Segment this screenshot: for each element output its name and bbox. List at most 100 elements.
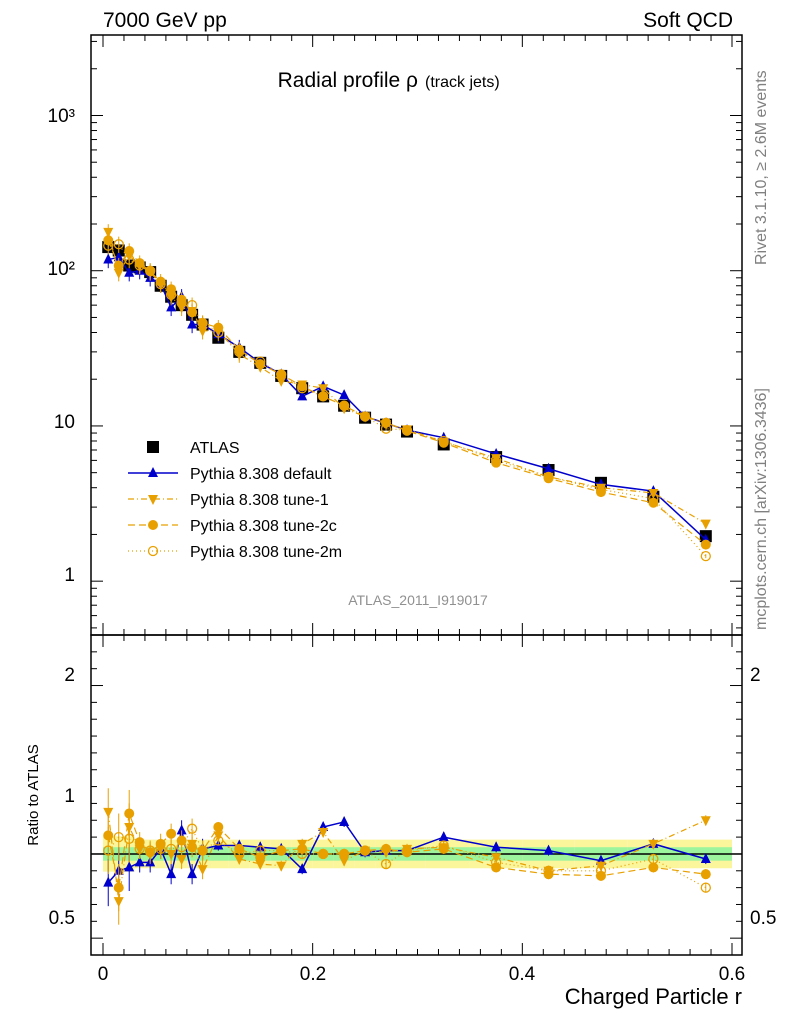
data-point-pythia-8-308-tune-2m [213,327,224,338]
x-tick-label: 0 [98,964,109,985]
ratio-point-pythia-8-308-tune-2m [165,843,177,855]
data-point-pythia-8-308-default [297,390,308,401]
main-y-tick-label: 10³ [48,106,75,127]
ratio-point-pythia-8-308-default [187,868,198,879]
ratio-point-pythia-8-308-tune-2c [648,862,659,873]
data-point-pythia-8-308-tune-2c [124,245,135,256]
ratio-y-tick-label-right: 0.5 [750,908,776,929]
data-point-pythia-8-308-tune-2m [134,260,145,271]
data-point-pythia-8-308-tune-2m [124,254,135,265]
ratio-y-tick-label-right: 2 [750,665,761,686]
data-point-pythia-8-308-tune-2m [380,423,392,434]
x-tick-label: 0.2 [300,964,326,985]
legend-label-tune-1: Pythia 8.308 tune-1 [190,492,329,509]
legend-marker-pythia-8-308-tune-1 [148,495,158,505]
ratio-point-pythia-8-308-tune-1 [255,860,266,871]
legend-label-tune-2m: Pythia 8.308 tune-2m [190,544,342,561]
ratio-point-pythia-8-308-tune-2c [124,808,135,819]
ratio-point-pythia-8-308-tune-2m [490,857,502,868]
ratio-point-pythia-8-308-default [134,856,145,867]
ratio-point-pythia-8-308-tune-2m [234,848,245,860]
ratio-point-pythia-8-308-tune-2m [113,831,124,843]
data-point-pythia-8-308-tune-2m [186,300,198,311]
ratio-point-pythia-8-308-tune-2m [438,840,449,851]
ratio-point-pythia-8-308-tune-2m [176,842,187,853]
ratio-point-pythia-8-308-default [339,815,350,826]
data-point-pythia-8-308-tune-2m [317,391,329,402]
data-point-pythia-8-308-tune-2m [113,239,124,250]
ratio-line-pythia-8-308-tune-1 [107,811,707,902]
ratio-point-pythia-8-308-tune-2m [103,845,114,856]
data-point-pythia-8-308-tune-2m [155,278,166,290]
data-point-pythia-8-308-tune-2c [491,457,502,468]
ratio-panel-frame [90,634,743,956]
data-point-pythia-8-308-tune-1 [700,519,711,530]
ratio-point-pythia-8-308-tune-2c [187,842,198,853]
ratio-point-pythia-8-308-default [166,868,177,879]
data-point-pythia-8-308-tune-2m [648,493,659,504]
data-point-pythia-8-308-default [113,251,124,262]
legend-marker-pythia-8-308-tune-2m [147,545,159,557]
ratio-point-pythia-8-308-default [176,824,187,835]
legend [128,441,178,557]
ratio-point-pythia-8-308-default [124,861,135,872]
ratio-point-pythia-8-308-tune-2m [401,845,413,856]
data-point-pythia-8-308-tune-2m [165,289,177,300]
ratio-point-pythia-8-308-default [103,876,114,887]
ratio-point-pythia-8-308-tune-2m [648,853,659,865]
ratio-y-tick-label: 2 [64,665,75,686]
main-panel-frame [90,34,743,636]
ratio-point-pythia-8-308-default [438,831,449,842]
data-point-pythia-8-308-tune-2m [438,435,449,447]
ratio-point-pythia-8-308-tune-2m [297,848,308,860]
ratio-point-pythia-8-308-tune-2c [213,822,224,832]
data-point-pythia-8-308-tune-2c [255,359,266,370]
data-point-pythia-8-308-tune-2c [595,487,606,498]
data-point-pythia-8-308-tune-2m [197,317,208,329]
legend-marker-pythia-8-308-default [148,467,158,477]
ratio-point-pythia-8-308-tune-1 [700,816,711,827]
ratio-point-pythia-8-308-tune-2m [543,865,554,876]
main-y-tick-label: 10 [54,412,75,433]
ratio-point-pythia-8-308-tune-2m [213,835,224,846]
data-point-pythia-8-308-default [166,301,177,312]
data-point-pythia-8-308-tune-2m [255,356,266,367]
ratio-point-pythia-8-308-tune-2m [145,845,156,856]
data-point-pythia-8-308-default [187,318,198,329]
data-point-pythia-8-308-tune-2m [103,240,114,251]
data-point-pythia-8-308-tune-2c [113,260,124,271]
ratio-point-pythia-8-308-tune-2c [166,828,177,839]
ratio-y-axis-label: Ratio to ATLAS [25,744,42,845]
ratio-y-tick-label: 1 [64,786,75,807]
legend-label-atlas: ATLAS [190,440,240,457]
ratio-point-pythia-8-308-tune-2m [359,845,371,856]
legend-label-tune-2c: Pythia 8.308 tune-2c [190,518,337,535]
ratio-point-pythia-8-308-tune-2m [186,823,198,834]
ratio-point-pythia-8-308-tune-1 [648,839,659,850]
data-point-pythia-8-308-tune-2m [297,383,308,394]
ratio-point-pythia-8-308-tune-2m [276,845,287,856]
data-point-pythia-8-308-tune-2c [700,539,711,550]
ratio-point-pythia-8-308-tune-1 [176,855,187,865]
ratio-point-pythia-8-308-tune-2m [380,858,392,870]
ratio-point-pythia-8-308-tune-2m [255,845,266,856]
plot-title: Radial profile ρ [278,69,418,92]
header-energy-label: 7000 GeV pp [103,9,227,32]
axis-ticks [91,35,742,956]
mcplots-source-label: mcplots.cern.ch [arXiv:1306.3436] [753,388,770,630]
data-point-pythia-8-308-tune-2m [401,424,413,436]
legend-label-default: Pythia 8.308 default [190,466,332,483]
ratio-point-pythia-8-308-default [491,841,502,852]
ratio-point-pythia-8-308-tune-2c [381,843,392,854]
ratio-point-pythia-8-308-default [297,863,308,874]
ratio-point-pythia-8-308-tune-2m [134,843,145,855]
data-point-pythia-8-308-tune-2m [234,346,245,358]
main-y-tick-label: 1 [64,565,75,586]
main-y-tick-label: 10² [48,259,75,280]
ratio-point-pythia-8-308-tune-2m [700,882,711,893]
data-point-pythia-8-308-default [103,253,114,264]
data-point-pythia-8-308-tune-2m [145,265,156,276]
data-point-pythia-8-308-default [124,266,135,277]
rivet-version-label: Rivet 3.1.10, ≥ 2.6M events [753,70,770,265]
x-tick-label: 0.6 [719,964,745,985]
